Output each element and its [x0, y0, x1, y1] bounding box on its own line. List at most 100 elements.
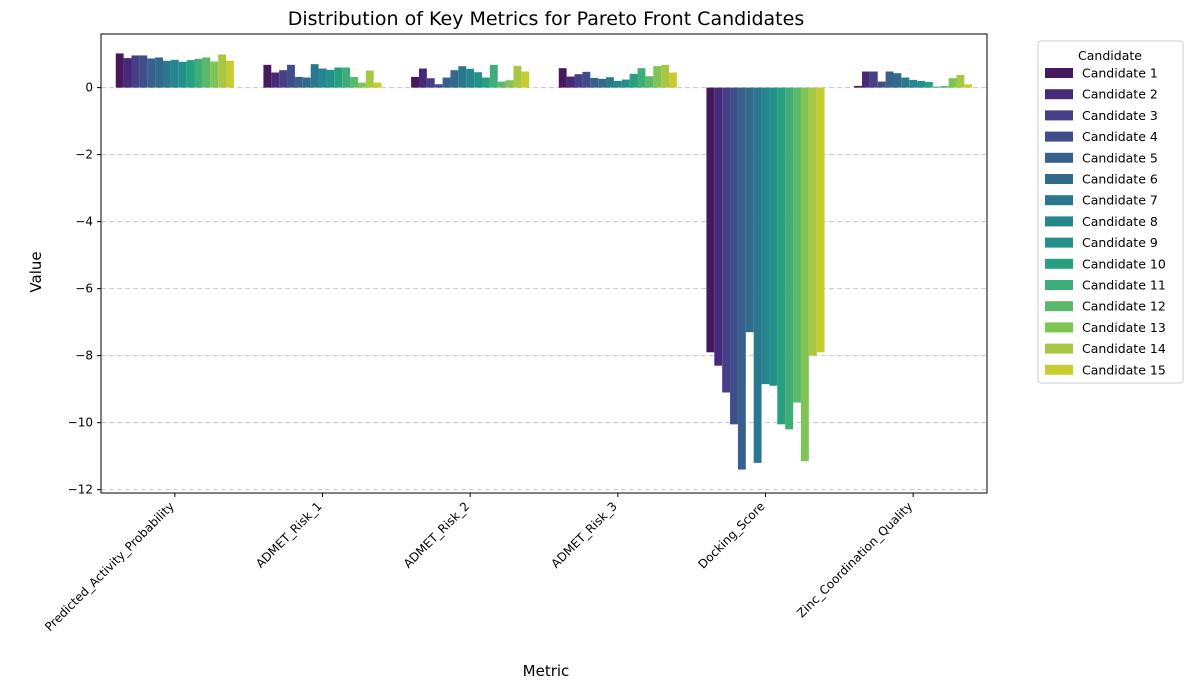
- bar: [271, 72, 280, 88]
- bar: [163, 60, 171, 88]
- bar: [178, 61, 187, 88]
- bar: [637, 68, 646, 88]
- legend-swatch: [1045, 131, 1073, 142]
- legend-swatch: [1045, 258, 1073, 269]
- legend-swatch: [1045, 89, 1073, 100]
- bar: [287, 64, 295, 88]
- bar: [590, 77, 599, 88]
- legend-swatch: [1045, 343, 1073, 354]
- plot-frame: [100, 33, 988, 494]
- bar: [661, 64, 670, 88]
- legend-swatch: [1045, 68, 1073, 78]
- bar: [170, 59, 179, 88]
- bar: [737, 87, 746, 470]
- bar: [629, 73, 638, 88]
- bar: [302, 77, 311, 88]
- bar: [893, 73, 902, 88]
- legend-swatch: [1045, 364, 1073, 375]
- legend-label: Candidate 4: [1082, 129, 1158, 144]
- legend-swatch: [1045, 195, 1073, 206]
- bar: [497, 81, 506, 88]
- bar: [621, 79, 630, 88]
- legend-swatch: [1045, 322, 1073, 333]
- legend-label: Candidate 3: [1082, 108, 1158, 123]
- bar: [115, 53, 124, 88]
- bar: [885, 71, 894, 88]
- bar: [350, 76, 358, 88]
- bar: [481, 77, 490, 88]
- legend-label: Candidate 5: [1082, 150, 1158, 165]
- bar: [505, 80, 514, 88]
- bar: [613, 80, 622, 88]
- bar: [861, 71, 870, 88]
- bar: [357, 82, 366, 88]
- bar: [426, 78, 435, 88]
- bar: [155, 57, 164, 88]
- bar: [147, 58, 156, 88]
- bar: [365, 70, 374, 88]
- y-axis: 0 −2 −4 −6 −8 −10 −12: [68, 81, 101, 497]
- bar: [808, 87, 817, 356]
- bar: [598, 78, 607, 88]
- bar: [956, 74, 965, 88]
- bar: [334, 67, 343, 88]
- bar: [722, 87, 731, 393]
- y-tick-label: −6: [75, 282, 93, 296]
- bar: [458, 66, 467, 88]
- legend-frame: [1037, 40, 1184, 384]
- bar: [777, 87, 786, 425]
- y-tick-label: −8: [75, 349, 93, 363]
- bar: [123, 58, 132, 88]
- legend-label: Candidate 9: [1082, 235, 1158, 250]
- x-axis-label: Metric: [523, 662, 570, 680]
- bar: [769, 87, 778, 386]
- y-tick-label: −4: [75, 215, 93, 229]
- bar: [489, 64, 498, 88]
- bar: [218, 54, 227, 88]
- bar: [785, 87, 794, 430]
- bar: [909, 79, 918, 88]
- bar: [521, 71, 530, 88]
- legend-label: Candidate 1: [1082, 66, 1158, 81]
- legend-swatch: [1045, 216, 1073, 227]
- y-tick-label: −12: [68, 483, 93, 497]
- bar: [800, 87, 809, 462]
- legend-swatch: [1045, 152, 1073, 163]
- bar: [442, 77, 451, 88]
- bar: [669, 72, 677, 88]
- bar: [318, 68, 327, 88]
- x-tick-label: Predicted_Activity_Probability: [42, 499, 177, 634]
- bar: [745, 87, 754, 333]
- bar: [279, 70, 288, 88]
- legend-swatch: [1045, 280, 1073, 290]
- bar: [574, 74, 583, 88]
- bar: [706, 87, 715, 353]
- bar: [131, 55, 140, 88]
- legend-items: Candidate 1 Candidate 2 Candidate 3 Candida…: [1045, 66, 1166, 377]
- bar: [606, 77, 614, 88]
- grid-lines: [101, 87, 987, 491]
- bar: [450, 70, 459, 88]
- bar: [901, 77, 910, 88]
- bar: [877, 81, 886, 88]
- x-tick-label: Docking_Score: [695, 499, 767, 571]
- legend-label: Candidate 14: [1082, 341, 1166, 356]
- y-axis-label: Value: [27, 251, 45, 292]
- legend-label: Candidate 7: [1082, 193, 1158, 208]
- x-tick-label: ADMET_Risk_2: [401, 499, 473, 571]
- bar: [582, 71, 591, 88]
- legend-label: Candidate 12: [1082, 299, 1166, 314]
- x-tick-label: Zinc_Coordination_Quality: [794, 499, 915, 620]
- bar: [924, 81, 933, 88]
- bar: [566, 76, 575, 88]
- bar: [948, 78, 957, 88]
- legend-label: Candidate 2: [1082, 87, 1158, 102]
- bar: [917, 80, 925, 88]
- bar: [964, 84, 973, 88]
- legend-swatch: [1045, 174, 1073, 184]
- legend-label: Candidate 13: [1082, 320, 1166, 335]
- y-tick-label: −2: [75, 148, 93, 162]
- legend-swatch: [1045, 110, 1073, 121]
